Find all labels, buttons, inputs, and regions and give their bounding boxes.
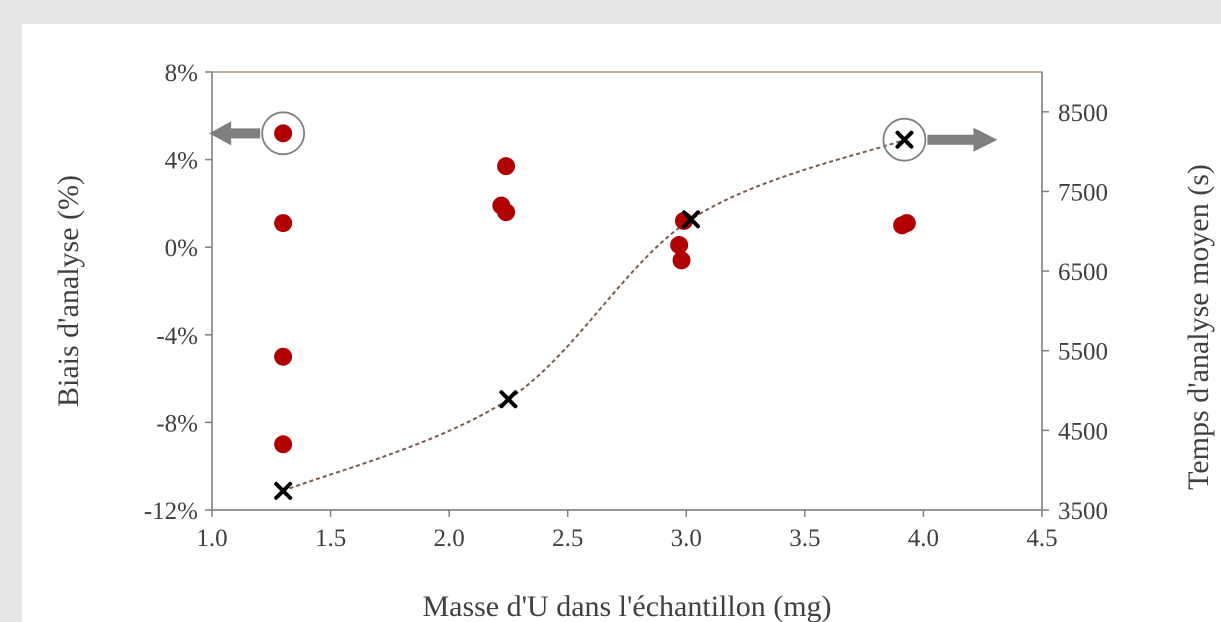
y2-tick-label: 5500 <box>1058 339 1108 366</box>
x-tick-label: 2.5 <box>552 525 583 552</box>
x-axis-title: Masse d'U dans l'échantillon (mg) <box>422 590 831 622</box>
x-tick-label: 4.0 <box>908 525 939 552</box>
y-tick-label: 4% <box>165 148 198 175</box>
chart: 1.0 1.5 2.0 2.5 3.0 3.5 4.0 4.5 -12% -8% -4% 0% 4% 8%… <box>52 60 1215 622</box>
y-axis-title: Biais d'analyse (%) <box>52 175 85 407</box>
x-tick-label: 3.5 <box>789 525 820 552</box>
x-tick-label: 1.5 <box>315 525 346 552</box>
y2-axis-title: Temps d'analyse moyen (s) <box>1182 164 1215 490</box>
trend-line <box>282 138 905 492</box>
y-tick-label: 8% <box>165 60 198 87</box>
bias-point <box>274 435 293 454</box>
data-marks <box>274 124 916 500</box>
plot-area-border <box>211 71 1043 511</box>
arrow-right-icon <box>927 127 998 152</box>
y2-tick-label: 7500 <box>1058 179 1108 206</box>
bias-point <box>274 214 293 233</box>
y-tick-label: -8% <box>156 410 198 437</box>
bias-point <box>672 251 691 270</box>
annotation-layer <box>209 111 998 162</box>
bias-point <box>497 157 516 176</box>
arrow-left-icon <box>209 121 261 146</box>
annotation-circle <box>882 117 927 162</box>
x-tick-label: 2.0 <box>434 525 465 552</box>
bias-point <box>897 214 916 233</box>
y2-tick-label: 4500 <box>1058 418 1108 445</box>
y-tick-label: -4% <box>156 323 198 350</box>
x-tick-label: 1.0 <box>196 525 227 552</box>
y-tick-label: -12% <box>144 498 198 525</box>
bias-point <box>274 124 293 143</box>
time-point <box>682 210 701 229</box>
x-tick-label: 4.5 <box>1026 525 1057 552</box>
chart-axes <box>211 71 1043 511</box>
annotation-circle <box>261 111 306 156</box>
chart-frame: 1.0 1.5 2.0 2.5 3.0 3.5 4.0 4.5 -12% -8% -4% 0% 4% 8%… <box>22 24 1221 622</box>
time-point <box>274 481 293 500</box>
time-point <box>499 390 518 409</box>
trend-line-layer <box>282 138 905 492</box>
y2-tick-label: 3500 <box>1058 498 1108 525</box>
y2-tick-label: 6500 <box>1058 259 1108 286</box>
y-tick-label: 0% <box>165 235 198 262</box>
axis-ticks: 1.0 1.5 2.0 2.5 3.0 3.5 4.0 4.5 -12% -8% -4% 0% 4% 8%… <box>144 60 1108 552</box>
time-point <box>895 130 914 149</box>
bias-point <box>274 347 293 366</box>
x-tick-label: 3.0 <box>671 525 702 552</box>
y2-tick-label: 8500 <box>1058 100 1108 127</box>
bias-point <box>497 203 516 222</box>
bias-point <box>670 236 689 255</box>
